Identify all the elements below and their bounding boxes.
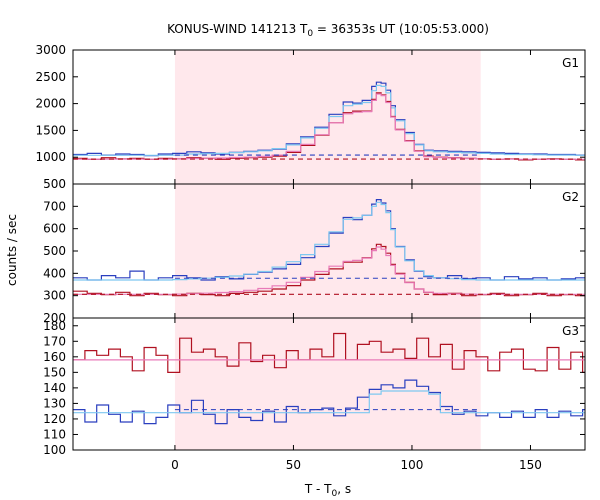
series-hi [73,379,585,425]
panel-label: G3 [562,324,579,338]
y-tick-label: 300 [43,289,66,303]
panel-label: G2 [562,190,579,204]
shaded-interval [174,50,481,184]
y-axis-label: counts / sec [5,214,19,286]
x-tick-label: 100 [401,458,424,472]
series-hi-fit [73,201,585,281]
x-tick-label: 50 [286,458,301,472]
y-tick-label: 2000 [35,97,66,111]
shaded-interval [174,318,481,450]
y-tick-label: 120 [43,412,66,426]
series-lo-fit [73,93,585,160]
y-tick-label: 1500 [35,123,66,137]
y-tick-label: 2500 [35,70,66,84]
panel-frame [72,317,586,451]
y-tick-label: 600 [43,222,66,236]
title-subscript: 0 [307,29,313,39]
panel-label: G1 [562,56,579,70]
chart-title: KONUS-WIND 141213 T0 = 36353s UT (10:05:… [167,22,489,39]
y-tick-label: 130 [43,396,66,410]
y-tick-label: 160 [43,350,66,364]
y-tick-label: 110 [43,427,66,441]
x-tick-label: 150 [519,458,542,472]
panel-g1: 500 1000 1500 2000 2500 3000 G1 [35,43,586,191]
series-hi [73,81,585,157]
y-tick-label: 140 [43,381,66,395]
panels-group: 50010001500200025003000G1200300400500600… [35,43,586,472]
y-tick-label: 150 [43,365,66,379]
xlabel-subscript: 0 [332,489,338,499]
y-tick-label: 3000 [35,43,66,57]
y-tick-label: 400 [43,266,66,280]
series-hi-fit [73,390,585,414]
y-tick-label: 200 [43,311,66,325]
y-tick-label: 170 [43,334,66,348]
y-tick-label: 180 [43,319,66,333]
x-tick-label: 0 [171,458,179,472]
x-axis-label: T - T0, s [304,482,351,499]
series-hi-fit [73,84,585,156]
series-lo [73,332,585,373]
shaded-interval [174,184,481,318]
y-tick-label: 100 [43,443,66,457]
y-tick-label: 700 [43,199,66,213]
y-tick-label: 500 [43,177,66,191]
panel-g2: 200 300 400 500 600 700 G2 [43,183,586,325]
y-tick-label: 500 [43,244,66,258]
y-tick-label: 1000 [35,150,66,164]
